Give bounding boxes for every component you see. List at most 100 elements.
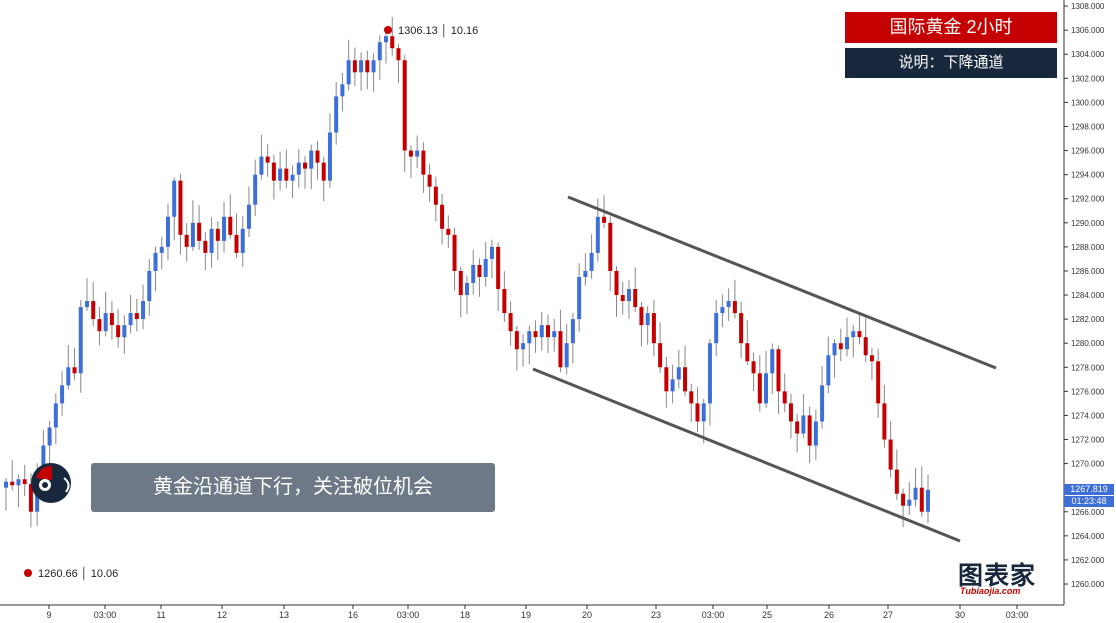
candle-body xyxy=(683,367,688,392)
candle-body xyxy=(489,246,494,259)
candle-body xyxy=(440,204,445,229)
candle-body xyxy=(290,174,295,181)
candle-body xyxy=(595,216,600,253)
candle-body xyxy=(720,307,725,314)
candle-body xyxy=(271,162,276,181)
candle-body xyxy=(10,481,15,486)
y-tick-label: 1260.000 xyxy=(1071,580,1105,589)
candle-body xyxy=(807,415,812,446)
candle-body xyxy=(465,283,469,296)
candle-body xyxy=(533,331,538,338)
candle-body xyxy=(384,36,389,43)
candle-body xyxy=(234,234,239,253)
candle-body xyxy=(645,313,650,326)
candle-body xyxy=(53,403,58,428)
y-tick-label: 1298.000 xyxy=(1071,122,1105,131)
candle-body xyxy=(502,289,507,314)
logo-domain: Tubiaojia.com xyxy=(960,586,1021,596)
candle-body xyxy=(838,343,843,350)
x-tick-label: 03:00 xyxy=(1006,610,1029,620)
candle-body xyxy=(570,319,575,344)
y-tick-label: 1302.000 xyxy=(1071,74,1105,83)
x-tick-label: 19 xyxy=(521,610,531,620)
candle-body xyxy=(633,289,638,308)
candle-body xyxy=(153,252,158,271)
candle-body xyxy=(552,331,557,338)
candle-body xyxy=(583,270,588,277)
candle-body xyxy=(284,168,289,181)
candle-body xyxy=(521,343,526,350)
y-tick-label: 1288.000 xyxy=(1071,243,1105,252)
candle-body xyxy=(4,481,8,488)
last-price-tag: 1267.819 xyxy=(1064,484,1114,495)
y-tick-label: 1308.000 xyxy=(1071,2,1105,11)
candle-body xyxy=(165,216,170,247)
y-tick-label: 1272.000 xyxy=(1071,436,1105,445)
candle-body xyxy=(739,313,744,344)
x-tick-label: 12 xyxy=(217,610,227,620)
candle-body xyxy=(458,270,463,296)
candle-body xyxy=(882,403,887,440)
candle-body xyxy=(327,132,332,181)
candle-body xyxy=(452,234,457,271)
y-tick-label: 1306.000 xyxy=(1071,26,1105,35)
channel-lower-line xyxy=(532,367,961,543)
candle-body xyxy=(184,234,189,247)
x-tick-label: 16 xyxy=(348,610,358,620)
candle-body xyxy=(757,373,762,404)
high-annotation: 1306.13 │ 10.16 xyxy=(398,23,478,38)
candle-body xyxy=(122,325,127,338)
candle-body xyxy=(446,228,451,235)
candle-body xyxy=(851,331,856,338)
y-tick-label: 1300.000 xyxy=(1071,98,1105,107)
candle-body xyxy=(178,180,183,235)
x-tick-label: 03:00 xyxy=(702,610,725,620)
candle-body xyxy=(926,489,930,512)
candle-body xyxy=(371,60,376,73)
candle-body xyxy=(919,487,924,512)
logo: 图表家 Tubiaojia.com xyxy=(954,556,1058,598)
chart-subtitle: 说明：下降通道 xyxy=(845,48,1057,78)
candle-body xyxy=(147,270,152,302)
candle-body xyxy=(857,331,862,338)
candle-body xyxy=(433,186,438,205)
candle-body xyxy=(352,60,357,73)
candle-body xyxy=(377,42,382,61)
candle-body xyxy=(265,156,270,163)
x-axis-ticks: 9 03:00 11 12 13 16 03:00 18 19 20 23 03:00 25 26 27 30… xyxy=(46,605,1028,620)
candle-body xyxy=(408,150,413,157)
channel-upper-line xyxy=(567,195,997,370)
candle-body xyxy=(66,367,71,386)
candle-body xyxy=(365,60,370,73)
candle-body xyxy=(589,252,594,271)
candle-body xyxy=(359,60,364,73)
candle-body xyxy=(109,313,114,326)
candle-body xyxy=(103,313,108,332)
x-tick-label: 26 xyxy=(824,610,834,620)
y-tick-label: 1284.000 xyxy=(1071,291,1105,300)
candle-body xyxy=(97,319,102,332)
candle-body xyxy=(197,222,202,241)
candle-body xyxy=(514,331,519,350)
candle-body xyxy=(527,331,532,344)
candle-body xyxy=(863,337,868,356)
candle-body xyxy=(296,162,301,175)
candle-body xyxy=(820,385,825,422)
y-tick-label: 1286.000 xyxy=(1071,267,1105,276)
candle-body xyxy=(695,403,700,422)
candle-body xyxy=(901,493,906,506)
candle-body xyxy=(770,349,775,374)
y-tick-label: 1264.000 xyxy=(1071,532,1105,541)
x-tick-label: 18 xyxy=(460,610,470,620)
candle-series xyxy=(4,16,930,528)
y-tick-label: 1282.000 xyxy=(1071,315,1105,324)
candle-body xyxy=(116,325,121,338)
candle-body xyxy=(421,150,426,175)
analysis-banner: 黄金沿通道下行，关注破位机会 xyxy=(91,463,495,512)
candle-body xyxy=(776,349,781,392)
y-tick-label: 1292.000 xyxy=(1071,195,1105,204)
candle-body xyxy=(91,301,96,320)
candle-body xyxy=(159,246,164,253)
candle-body xyxy=(222,216,227,241)
